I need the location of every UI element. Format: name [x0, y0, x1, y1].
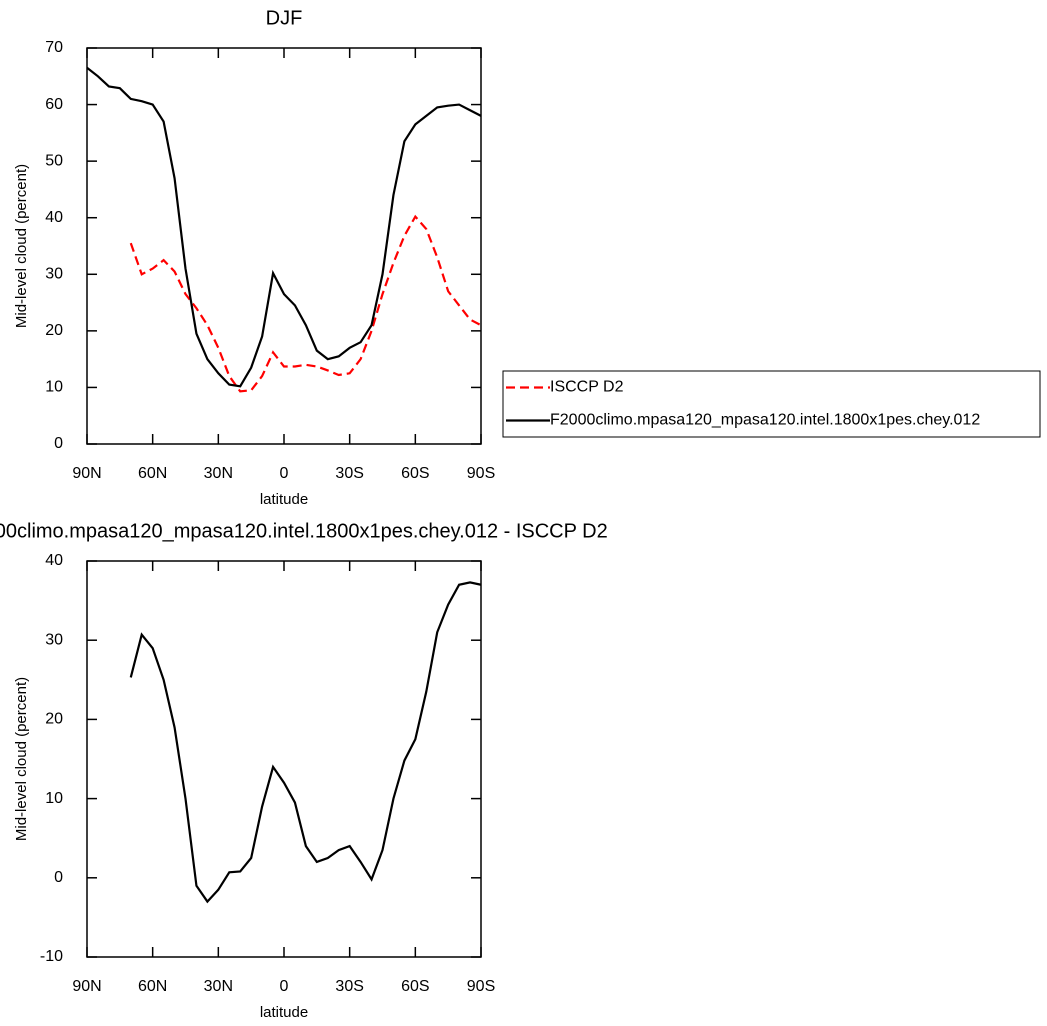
- y-tick-label: 20: [45, 322, 63, 339]
- y-tick-label: 40: [45, 209, 63, 226]
- y-tick-label: 0: [54, 435, 63, 452]
- y-axis-label: Mid-level cloud (percent): [13, 164, 30, 328]
- plot-frame: [86, 560, 482, 958]
- y-tick-label: 30: [45, 631, 63, 648]
- y-tick-label: 10: [45, 790, 63, 807]
- data-line: [129, 581, 482, 904]
- y-tick-label: 40: [45, 552, 63, 569]
- x-tick-label: 60N: [138, 978, 167, 995]
- x-tick-label: 60N: [138, 465, 167, 482]
- x-axis-label: latitude: [260, 1004, 308, 1021]
- plot-frame: [86, 47, 482, 445]
- x-tick-label: 30S: [335, 978, 363, 995]
- x-tick-label: 90S: [467, 978, 495, 995]
- y-tick-label: 0: [54, 869, 63, 886]
- legend-label: ISCCP D2: [550, 379, 624, 396]
- y-tick-label: 10: [45, 379, 63, 396]
- y-tick-label: -10: [40, 948, 63, 965]
- x-tick-label: 0: [280, 465, 289, 482]
- x-axis-label: latitude: [260, 491, 308, 508]
- x-tick-label: 0: [280, 978, 289, 995]
- legend-box: [502, 370, 1041, 438]
- data-line: [86, 66, 482, 388]
- x-tick-label: 30N: [204, 978, 233, 995]
- y-tick-label: 30: [45, 266, 63, 283]
- x-tick-label: 30N: [204, 465, 233, 482]
- legend-label: F2000climo.mpasa120_mpasa120.intel.1800x…: [550, 412, 980, 429]
- y-tick-label: 50: [45, 152, 63, 169]
- chart-title: F2000climo.mpasa120_mpasa120.intel.1800x…: [0, 520, 608, 542]
- x-tick-label: 60S: [401, 465, 429, 482]
- x-tick-label: 90N: [72, 465, 101, 482]
- data-line: [129, 214, 482, 393]
- y-tick-label: 20: [45, 711, 63, 728]
- x-tick-label: 60S: [401, 978, 429, 995]
- y-axis-label: Mid-level cloud (percent): [13, 677, 30, 841]
- x-tick-label: 30S: [335, 465, 363, 482]
- x-tick-label: 90N: [72, 978, 101, 995]
- y-tick-label: 60: [45, 96, 63, 113]
- chart-title: DJF: [266, 7, 303, 29]
- x-tick-label: 90S: [467, 465, 495, 482]
- y-tick-label: 70: [45, 39, 63, 56]
